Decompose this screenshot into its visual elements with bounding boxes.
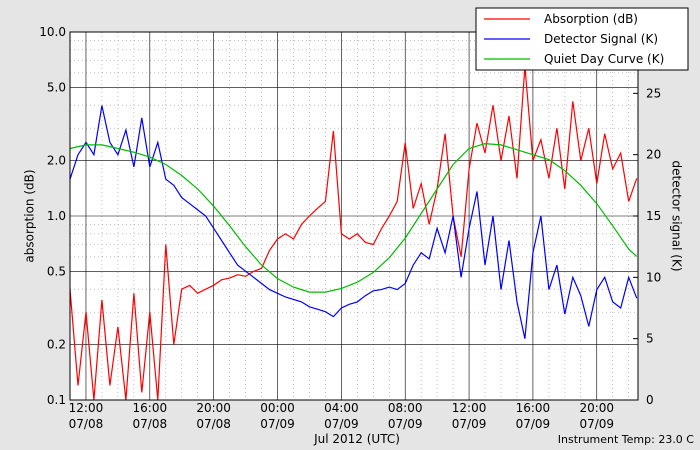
y-tick-label: 1.0 <box>47 209 66 223</box>
y2-tick-label: 5 <box>646 332 654 346</box>
x-tick-label: 20:00 07/08 <box>196 401 231 431</box>
y-tick-label: 0.5 <box>47 264 66 278</box>
y2-axis-label: detector signal (K) <box>670 160 684 271</box>
series-line <box>69 142 638 293</box>
legend-label: Quiet Day Curve (K) <box>544 52 664 66</box>
grid <box>70 31 638 401</box>
legend-label: Absorption (dB) <box>544 12 638 26</box>
x-tick-label: 12:00 07/08 <box>69 401 104 431</box>
x-tick-label: 20:00 07/09 <box>579 401 614 431</box>
y-tick-label: 0.1 <box>47 393 66 407</box>
y-tick-label: 2.0 <box>47 154 66 168</box>
series-line <box>69 66 638 401</box>
lines <box>69 66 638 401</box>
x-tick-label: 00:00 07/09 <box>260 401 295 431</box>
plot-frame <box>69 31 639 401</box>
y2-tick-label: 20 <box>646 148 661 162</box>
legend: Absorption (dB) Detector Signal (K) Quiet … <box>475 7 689 71</box>
x-tick-label: 16:00 07/08 <box>133 401 168 431</box>
annotation: Instrument Temp: 23.0 C <box>558 433 695 446</box>
legend-label: Detector Signal (K) <box>544 32 658 46</box>
y-tick-label: 0.2 <box>47 338 66 352</box>
y-axis-label: absorption (dB) <box>23 169 37 262</box>
y2-tick-label: 25 <box>646 86 661 100</box>
x-tick-label: 04:00 07/09 <box>324 401 359 431</box>
y2-tick-label: 10 <box>646 270 661 284</box>
x-tick-label: 12:00 07/09 <box>452 401 487 431</box>
series-line <box>69 105 638 339</box>
x-tick-label: 16:00 07/09 <box>516 401 551 431</box>
y2-tick-label: 15 <box>646 209 661 223</box>
y-tick-label: 10.0 <box>39 25 66 39</box>
y-tick-label: 5.0 <box>47 80 66 94</box>
y2-tick-label: 0 <box>646 393 654 407</box>
x-axis-label: Jul 2012 (UTC) <box>313 432 400 446</box>
x-tick-label: 08:00 07/09 <box>388 401 423 431</box>
